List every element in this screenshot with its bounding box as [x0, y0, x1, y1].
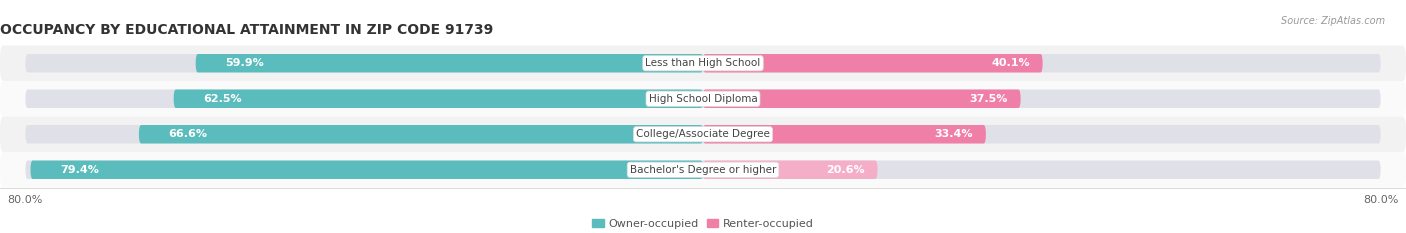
FancyBboxPatch shape	[25, 161, 1381, 179]
Text: College/Associate Degree: College/Associate Degree	[636, 129, 770, 139]
FancyBboxPatch shape	[25, 89, 1381, 108]
Text: 66.6%: 66.6%	[169, 129, 208, 139]
Text: 79.4%: 79.4%	[60, 165, 98, 175]
Text: 62.5%: 62.5%	[204, 94, 242, 104]
Text: High School Diploma: High School Diploma	[648, 94, 758, 104]
FancyBboxPatch shape	[703, 125, 986, 144]
FancyBboxPatch shape	[173, 89, 703, 108]
Text: 40.1%: 40.1%	[991, 58, 1031, 68]
FancyBboxPatch shape	[25, 125, 1381, 144]
FancyBboxPatch shape	[0, 81, 1406, 116]
FancyBboxPatch shape	[703, 89, 1021, 108]
Text: Source: ZipAtlas.com: Source: ZipAtlas.com	[1281, 16, 1385, 26]
Text: 59.9%: 59.9%	[225, 58, 264, 68]
Text: 37.5%: 37.5%	[970, 94, 1008, 104]
FancyBboxPatch shape	[195, 54, 703, 72]
Text: 20.6%: 20.6%	[827, 165, 865, 175]
FancyBboxPatch shape	[703, 54, 1043, 72]
FancyBboxPatch shape	[139, 125, 703, 144]
FancyBboxPatch shape	[0, 116, 1406, 152]
FancyBboxPatch shape	[0, 45, 1406, 81]
Text: OCCUPANCY BY EDUCATIONAL ATTAINMENT IN ZIP CODE 91739: OCCUPANCY BY EDUCATIONAL ATTAINMENT IN Z…	[0, 23, 494, 37]
Legend: Owner-occupied, Renter-occupied: Owner-occupied, Renter-occupied	[588, 214, 818, 233]
FancyBboxPatch shape	[25, 54, 1381, 72]
FancyBboxPatch shape	[31, 161, 703, 179]
FancyBboxPatch shape	[703, 161, 877, 179]
Text: 33.4%: 33.4%	[935, 129, 973, 139]
Text: Less than High School: Less than High School	[645, 58, 761, 68]
Text: Bachelor's Degree or higher: Bachelor's Degree or higher	[630, 165, 776, 175]
FancyBboxPatch shape	[0, 152, 1406, 188]
